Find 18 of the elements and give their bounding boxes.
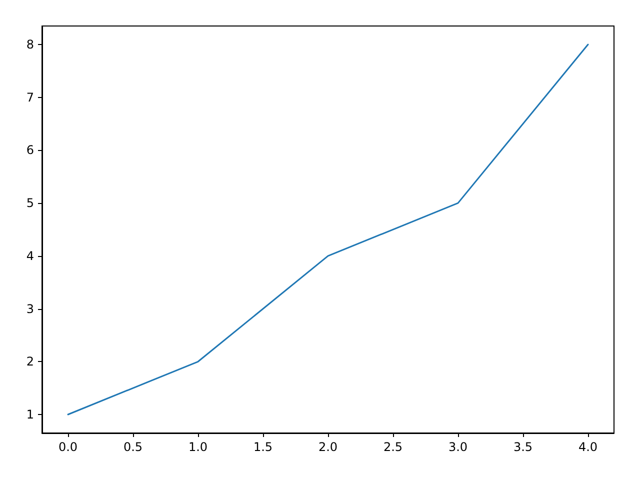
y-tick-label: 3 [26, 302, 34, 316]
y-tick-label: 1 [26, 408, 34, 422]
y-tick-label: 8 [26, 38, 34, 52]
x-tick-label: 3.0 [448, 440, 468, 454]
x-tick-label: 1.0 [188, 440, 208, 454]
x-tick-label: 0.0 [58, 440, 78, 454]
y-tick-label: 6 [26, 143, 34, 158]
x-tick-label: 4.0 [578, 440, 598, 454]
x-tick-label: 2.0 [318, 440, 338, 454]
x-tick-label: 2.5 [383, 440, 403, 454]
y-tick-label: 5 [26, 196, 34, 210]
x-tick-label: 1.5 [253, 440, 273, 454]
x-tick-label: 3.5 [513, 440, 533, 454]
y-tick-label: 2 [26, 354, 34, 369]
y-tick-label: 4 [26, 248, 34, 263]
y-tick-label: 7 [26, 90, 34, 104]
x-tick-label: 0.5 [123, 440, 143, 454]
line-series [67, 44, 589, 416]
